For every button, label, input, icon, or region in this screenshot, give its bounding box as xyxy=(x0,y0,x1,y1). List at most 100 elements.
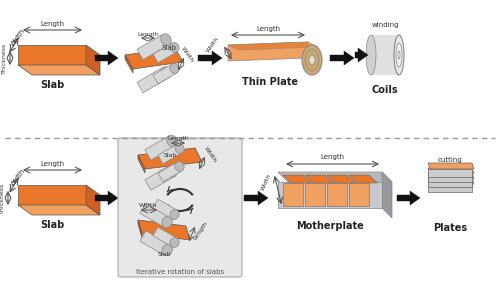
Text: Slab: Slab xyxy=(158,252,172,257)
Polygon shape xyxy=(428,168,474,174)
Text: Motherplate: Motherplate xyxy=(296,221,364,231)
Ellipse shape xyxy=(175,162,184,171)
Polygon shape xyxy=(349,183,369,206)
Ellipse shape xyxy=(162,244,172,256)
Polygon shape xyxy=(278,172,392,182)
Polygon shape xyxy=(145,136,175,160)
Ellipse shape xyxy=(309,55,315,65)
Polygon shape xyxy=(145,166,175,190)
Polygon shape xyxy=(140,231,170,255)
Polygon shape xyxy=(278,182,382,208)
Text: Length: Length xyxy=(320,154,344,160)
Polygon shape xyxy=(18,45,86,65)
Ellipse shape xyxy=(394,35,404,75)
Polygon shape xyxy=(355,48,368,62)
Polygon shape xyxy=(283,175,311,183)
Polygon shape xyxy=(428,179,472,187)
Ellipse shape xyxy=(160,67,172,78)
Polygon shape xyxy=(198,51,222,65)
Polygon shape xyxy=(283,183,303,206)
Text: Width: Width xyxy=(206,36,220,54)
Text: Width: Width xyxy=(180,46,194,64)
Polygon shape xyxy=(153,43,177,63)
Text: cutting: cutting xyxy=(438,157,462,163)
Polygon shape xyxy=(138,148,202,169)
Ellipse shape xyxy=(302,45,322,75)
Text: Width: Width xyxy=(139,203,157,208)
Polygon shape xyxy=(158,162,182,182)
Polygon shape xyxy=(153,64,177,84)
Polygon shape xyxy=(428,174,472,182)
Polygon shape xyxy=(138,220,142,238)
Polygon shape xyxy=(428,173,474,179)
Polygon shape xyxy=(153,199,177,219)
Text: Width: Width xyxy=(260,172,272,191)
Text: winding: winding xyxy=(371,22,399,28)
Text: Iterative rotation of slabs: Iterative rotation of slabs xyxy=(136,269,224,275)
Polygon shape xyxy=(305,183,325,206)
Text: Length: Length xyxy=(167,136,189,141)
Polygon shape xyxy=(428,184,472,192)
Polygon shape xyxy=(228,42,318,50)
Polygon shape xyxy=(86,185,100,215)
Text: Length: Length xyxy=(192,220,208,241)
Polygon shape xyxy=(349,175,377,183)
Polygon shape xyxy=(428,163,474,169)
Polygon shape xyxy=(18,65,100,75)
Text: Thickness: Thickness xyxy=(0,182,5,214)
FancyBboxPatch shape xyxy=(118,138,242,277)
Text: Length: Length xyxy=(40,21,64,27)
Polygon shape xyxy=(382,172,392,218)
Text: Slab: Slab xyxy=(162,45,177,51)
Ellipse shape xyxy=(167,165,177,177)
Ellipse shape xyxy=(170,210,179,219)
Polygon shape xyxy=(140,203,170,227)
Polygon shape xyxy=(86,45,100,75)
Ellipse shape xyxy=(162,216,172,228)
Text: Length: Length xyxy=(256,26,280,32)
Polygon shape xyxy=(125,55,133,73)
Polygon shape xyxy=(228,42,308,61)
Polygon shape xyxy=(95,191,118,205)
Text: Width: Width xyxy=(10,168,26,188)
Polygon shape xyxy=(330,51,354,65)
Polygon shape xyxy=(428,169,472,177)
Ellipse shape xyxy=(305,49,319,71)
Text: Plates: Plates xyxy=(433,223,467,233)
Polygon shape xyxy=(138,220,190,240)
Text: Thin Plate: Thin Plate xyxy=(242,77,298,87)
Text: Length: Length xyxy=(40,161,64,167)
Polygon shape xyxy=(95,51,118,65)
Polygon shape xyxy=(18,205,100,215)
Ellipse shape xyxy=(167,135,177,147)
Polygon shape xyxy=(428,178,474,184)
Polygon shape xyxy=(327,183,347,206)
Ellipse shape xyxy=(170,64,179,73)
Polygon shape xyxy=(137,34,169,60)
Polygon shape xyxy=(371,35,399,75)
Text: Slab: Slab xyxy=(40,80,64,90)
Ellipse shape xyxy=(170,43,179,52)
Text: Width: Width xyxy=(10,28,26,48)
Ellipse shape xyxy=(160,34,172,45)
Polygon shape xyxy=(153,227,177,247)
Text: Coils: Coils xyxy=(372,85,398,95)
Ellipse shape xyxy=(175,143,184,153)
Polygon shape xyxy=(244,191,268,205)
Text: Thickness: Thickness xyxy=(2,42,7,74)
Polygon shape xyxy=(137,67,169,93)
Polygon shape xyxy=(125,48,183,69)
Text: Slab: Slab xyxy=(164,153,177,158)
Polygon shape xyxy=(18,185,86,205)
Polygon shape xyxy=(158,144,182,164)
Polygon shape xyxy=(327,175,355,183)
Polygon shape xyxy=(397,191,420,205)
Ellipse shape xyxy=(366,35,376,75)
Ellipse shape xyxy=(170,238,179,247)
Ellipse shape xyxy=(396,43,402,67)
Text: Length: Length xyxy=(137,32,159,37)
Polygon shape xyxy=(138,155,145,173)
Ellipse shape xyxy=(398,51,400,59)
Polygon shape xyxy=(305,175,333,183)
Text: Width: Width xyxy=(203,146,218,164)
